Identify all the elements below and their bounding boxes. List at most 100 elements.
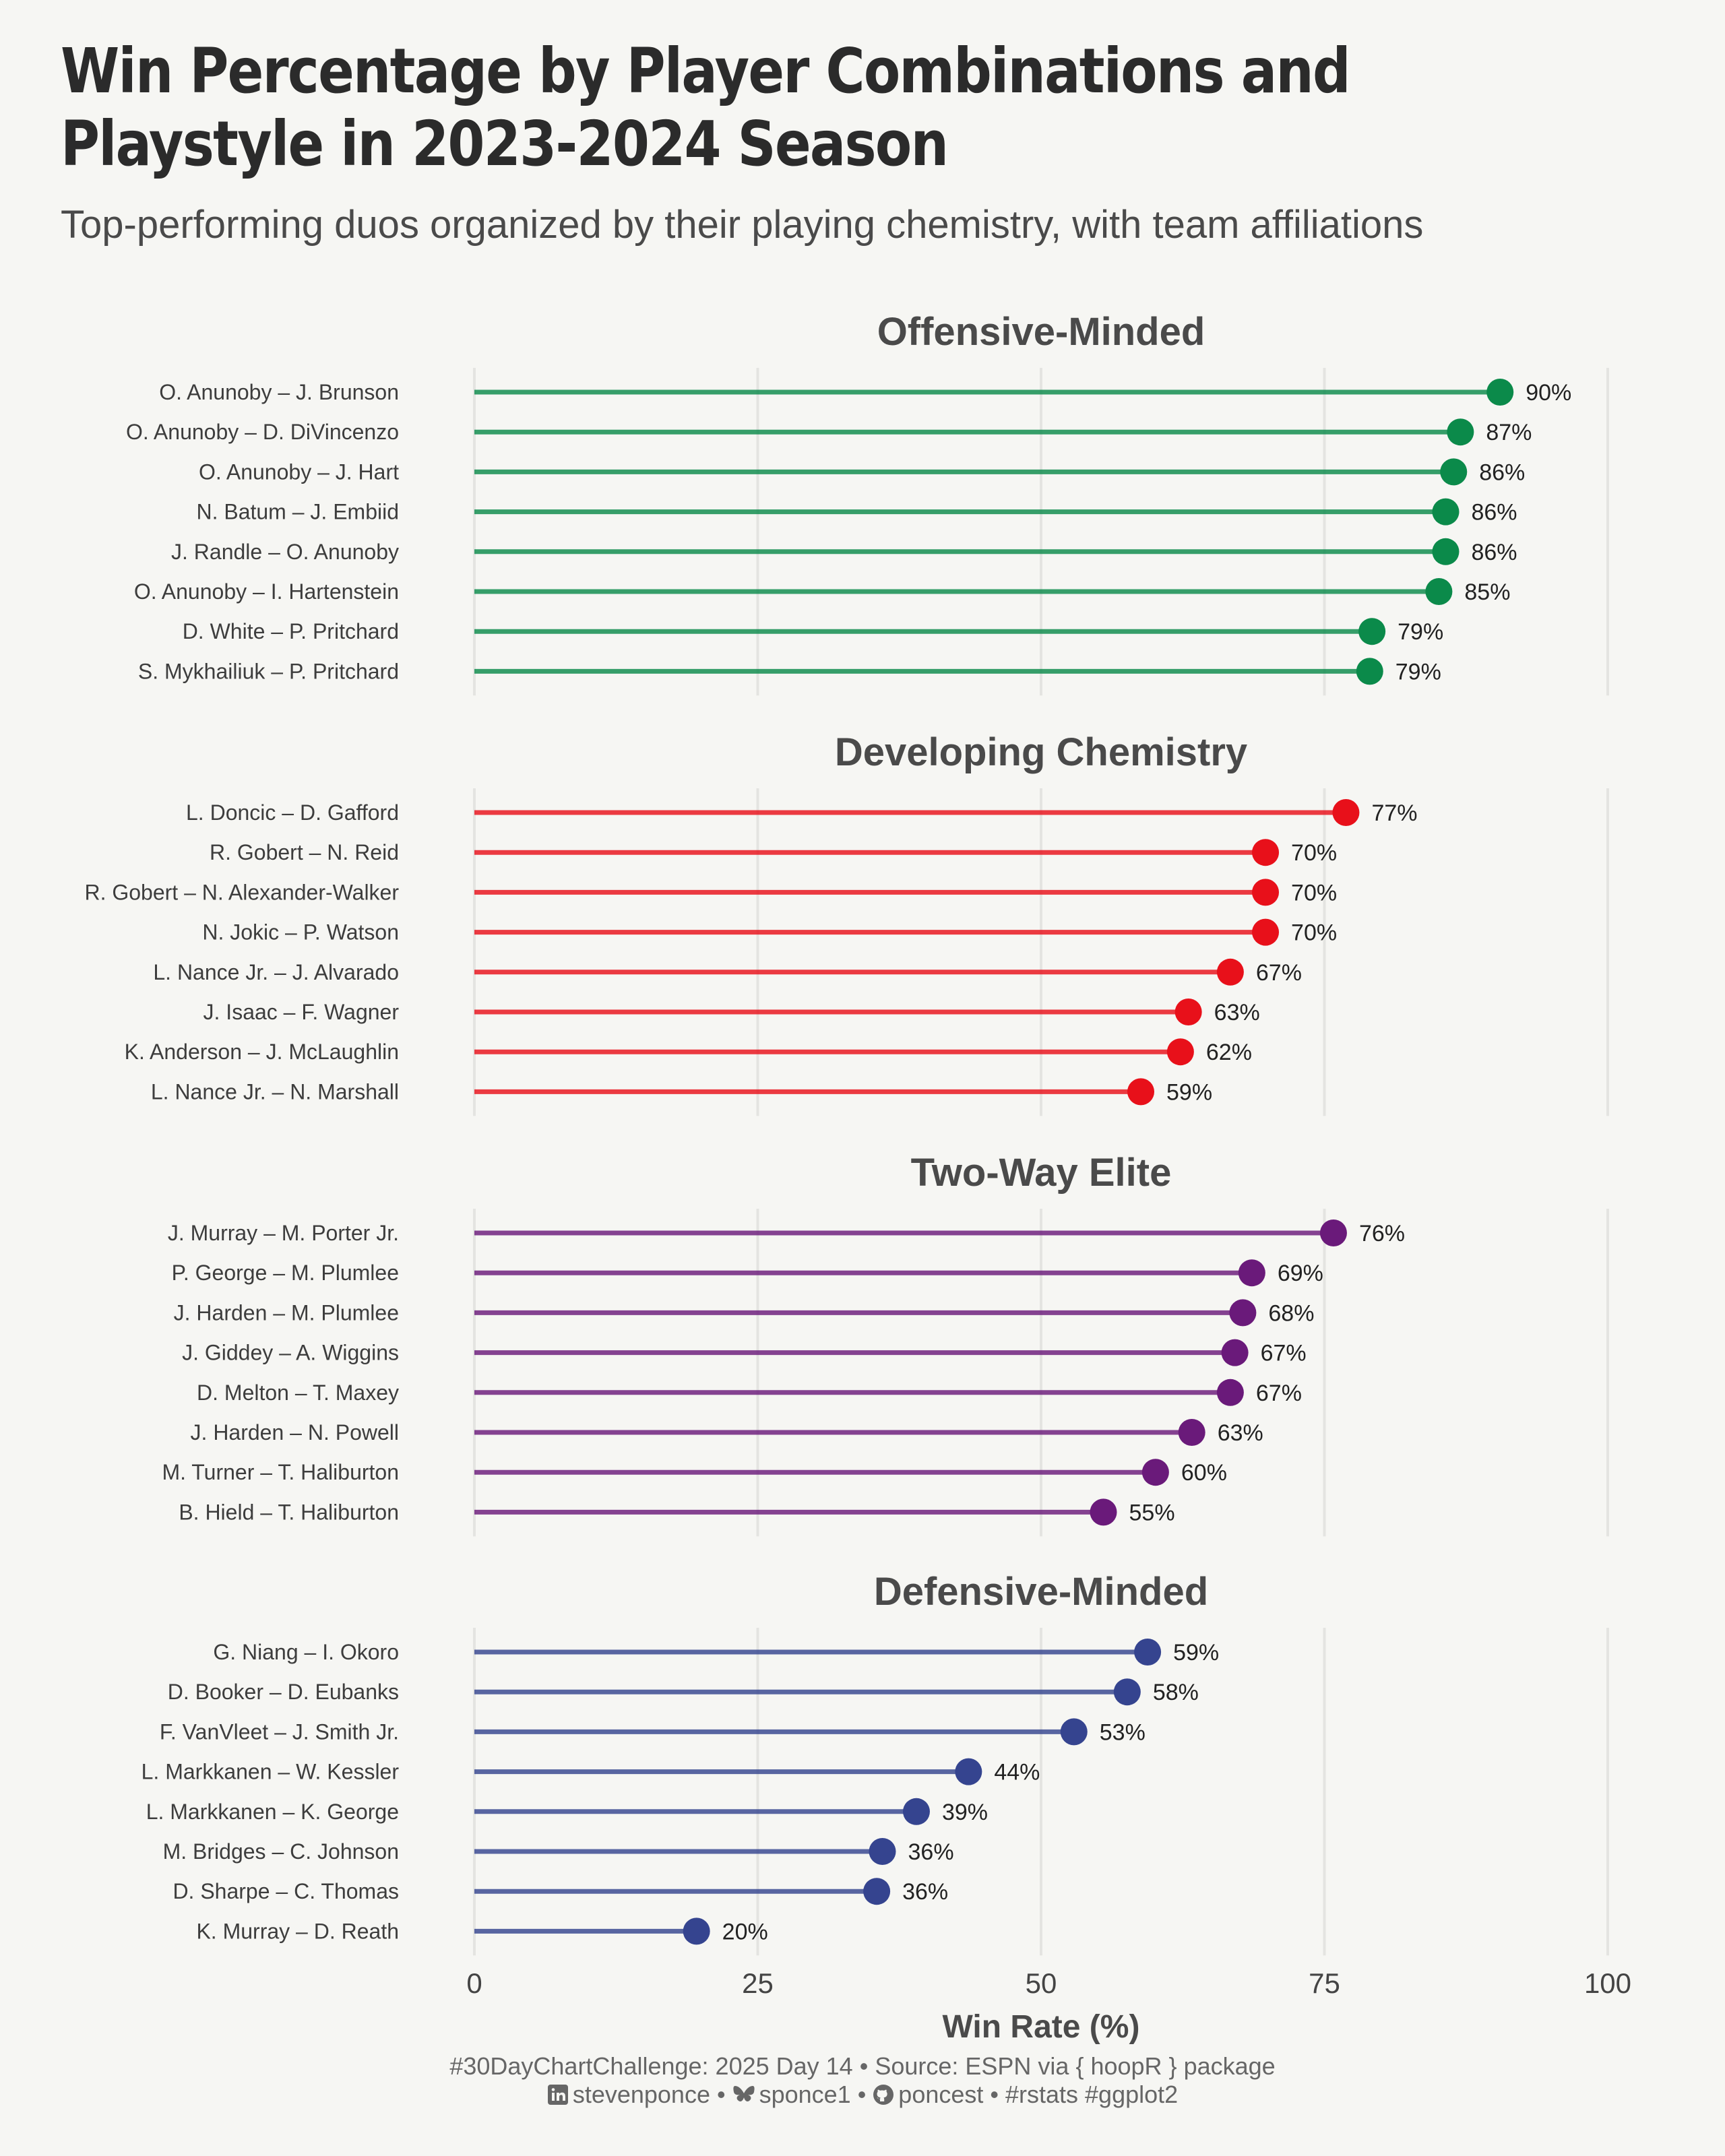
value-label: 77% — [1371, 800, 1417, 826]
facet-panel: Defensive-Minded G. Niang – I. Okoro 59% D.… — [142, 1570, 1609, 1956]
player-label: J. Murray – M. Porter Jr. — [168, 1221, 399, 1245]
lollipop-dot — [683, 1917, 710, 1945]
player-label: F. VanVleet – J. Smith Jr. — [160, 1719, 399, 1744]
x-tick-label: 25 — [742, 1967, 774, 1999]
player-label: L. Nance Jr. – N. Marshall — [151, 1079, 399, 1104]
lollipop-dot — [1174, 998, 1202, 1025]
player-label: R. Gobert – N. Reid — [210, 840, 399, 864]
lollipop-dot — [1166, 1038, 1194, 1066]
player-label: D. Booker – D. Eubanks — [168, 1680, 399, 1704]
lollipop-dot — [1252, 879, 1280, 906]
lollipop-dot — [1134, 1639, 1162, 1666]
player-label: D. Sharpe – C. Thomas — [172, 1879, 399, 1903]
bluesky-icon — [732, 2083, 755, 2112]
player-label: O. Anunoby – J. Hart — [199, 459, 399, 484]
facet-title: Developing Chemistry — [835, 730, 1247, 774]
player-label: J. Harden – N. Powell — [191, 1420, 399, 1445]
value-label: 39% — [942, 1800, 988, 1825]
caption-separator: • — [710, 2081, 732, 2108]
player-label: O. Anunoby – I. Hartenstein — [134, 579, 399, 604]
lollipop-dot — [1425, 578, 1453, 605]
x-tick-label: 100 — [1584, 1967, 1631, 1999]
value-label: 86% — [1471, 500, 1517, 526]
value-label: 67% — [1256, 1381, 1302, 1406]
lollipop-dot — [1252, 918, 1280, 946]
value-label: 90% — [1526, 380, 1571, 406]
facet-panel: Developing Chemistry L. Doncic – D. Gaffo… — [84, 730, 1609, 1116]
player-label: L. Doncic – D. Gafford — [186, 800, 399, 825]
facet-title: Defensive-Minded — [874, 1570, 1208, 1614]
player-label: G. Niang – I. Okoro — [213, 1640, 399, 1664]
caption-source: #30DayChartChallenge: 2025 Day 14 • Sour… — [449, 2052, 1276, 2080]
player-label: D. Melton – T. Maxey — [197, 1381, 399, 1405]
value-label: 86% — [1471, 540, 1517, 565]
facet-panel: Two-Way Elite J. Murray – M. Porter Jr. 76… — [162, 1151, 1609, 1537]
lollipop-dot — [1432, 538, 1460, 565]
value-label: 63% — [1214, 1000, 1260, 1025]
lollipop-dot — [1356, 658, 1383, 685]
lollipop-dot — [1216, 958, 1244, 986]
player-label: O. Anunoby – J. Brunson — [159, 380, 399, 404]
chart-subtitle: Top-performing duos organized by their p… — [61, 203, 1424, 247]
lollipop-dot — [1252, 839, 1280, 866]
x-axis-title: Win Rate (%) — [943, 2009, 1140, 2045]
caption-hashtags: • #rstats #ggplot2 — [983, 2081, 1179, 2108]
facet-title: Two-Way Elite — [911, 1151, 1172, 1195]
value-label: 20% — [722, 1919, 768, 1944]
value-label: 70% — [1291, 880, 1337, 906]
value-label: 67% — [1256, 960, 1302, 986]
player-label: S. Mykhailiuk – P. Pritchard — [138, 659, 399, 683]
facet-title: Offensive-Minded — [877, 310, 1205, 354]
value-label: 63% — [1218, 1420, 1263, 1446]
caption: #30DayChartChallenge: 2025 Day 14 • Sour… — [0, 2052, 1725, 2112]
value-label: 55% — [1129, 1500, 1175, 1525]
value-label: 85% — [1464, 579, 1510, 605]
value-label: 58% — [1153, 1680, 1199, 1705]
facet-panel: Offensive-Minded O. Anunoby – J. Brunson 9… — [126, 310, 1609, 696]
player-label: L. Markkanen – W. Kessler — [142, 1760, 400, 1784]
player-label: K. Murray – D. Reath — [196, 1919, 399, 1943]
player-label: J. Giddey – A. Wiggins — [182, 1341, 399, 1365]
value-label: 79% — [1395, 659, 1441, 685]
player-label: L. Nance Jr. – J. Alvarado — [153, 960, 399, 984]
value-label: 44% — [994, 1760, 1040, 1785]
player-label: J. Harden – M. Plumlee — [174, 1300, 399, 1325]
lollipop-dot — [1332, 799, 1360, 826]
lollipop-dot — [1178, 1419, 1205, 1446]
player-label: K. Anderson – J. McLaughlin — [125, 1040, 399, 1064]
x-tick-label: 50 — [1026, 1967, 1057, 1999]
lollipop-dot — [1238, 1259, 1265, 1287]
player-label: B. Hield – T. Haliburton — [179, 1500, 399, 1524]
player-label: P. George – M. Plumlee — [172, 1261, 399, 1285]
player-label: M. Bridges – C. Johnson — [163, 1839, 399, 1864]
value-label: 70% — [1291, 840, 1337, 866]
linkedin-icon — [547, 2083, 569, 2112]
lollipop-dot — [1127, 1078, 1155, 1106]
lollipop-dot — [902, 1798, 930, 1825]
value-label: 70% — [1291, 920, 1337, 946]
lollipop-dot — [1440, 458, 1468, 486]
lollipop-dot — [863, 1878, 891, 1905]
lollipop-dot — [1319, 1219, 1347, 1246]
player-label: R. Gobert – N. Alexander-Walker — [84, 880, 399, 904]
caption-separator: • — [850, 2081, 873, 2108]
value-label: 68% — [1268, 1300, 1314, 1326]
lollipop-dot — [1141, 1459, 1169, 1486]
lollipop-dot — [1432, 498, 1460, 526]
linkedin-handle: stevenponce — [572, 2081, 710, 2108]
value-label: 62% — [1206, 1040, 1252, 1065]
lollipop-dot — [1216, 1378, 1244, 1406]
player-label: N. Batum – J. Embiid — [196, 500, 399, 524]
player-label: O. Anunoby – D. DiVincenzo — [126, 420, 399, 444]
player-label: J. Isaac – F. Wagner — [203, 1000, 400, 1024]
value-label: 36% — [908, 1839, 954, 1865]
player-label: N. Jokic – P. Watson — [202, 920, 399, 945]
value-label: 60% — [1181, 1460, 1227, 1486]
value-label: 79% — [1398, 619, 1443, 645]
lollipop-dot — [1090, 1498, 1117, 1526]
lollipop-dot — [1358, 618, 1386, 645]
bluesky-handle: sponce1 — [759, 2081, 851, 2108]
value-label: 53% — [1100, 1719, 1146, 1745]
